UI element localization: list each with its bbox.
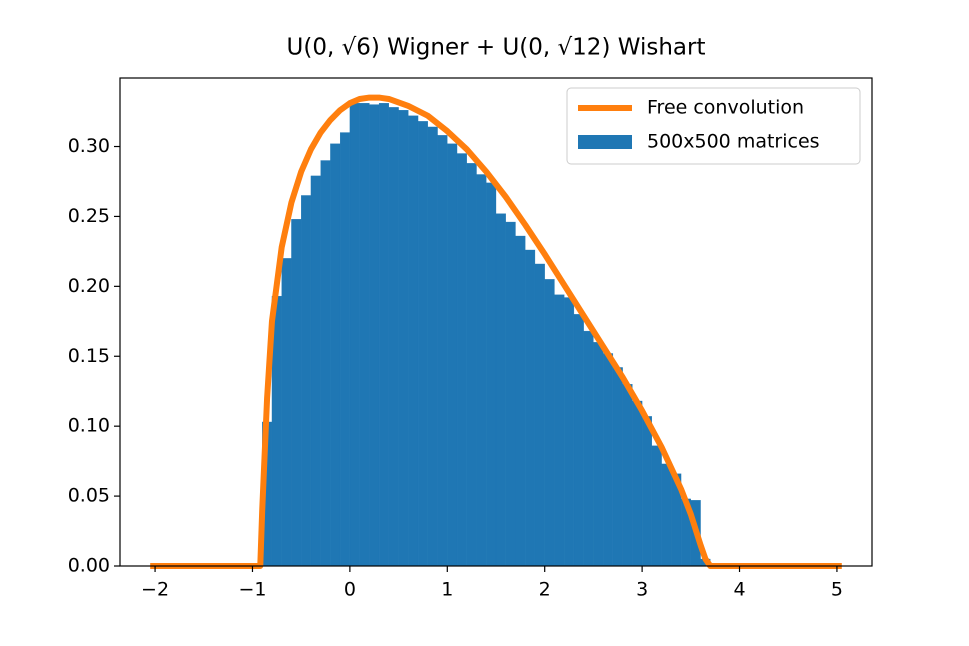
line — [150, 94, 842, 569]
histogram-bar — [632, 400, 643, 567]
histogram-bar — [661, 463, 672, 567]
histogram-bar — [651, 445, 662, 567]
x-tick-label: 3 — [636, 579, 648, 601]
histogram-bar — [641, 416, 653, 567]
histogram-bar — [388, 107, 399, 567]
histogram-bar — [466, 163, 477, 567]
histogram-bar — [583, 330, 594, 567]
histogram-bar — [603, 353, 614, 567]
histogram-bar — [612, 367, 623, 567]
plot-frame — [119, 77, 873, 567]
y-tick-label: 0.15 — [68, 345, 110, 367]
histogram-bar — [564, 297, 575, 567]
y-tick-label: 0.30 — [68, 135, 110, 157]
histogram-bar — [320, 160, 331, 567]
x-tick-label: 4 — [733, 579, 745, 601]
histogram-bar — [505, 221, 516, 567]
legend-patch — [578, 135, 632, 149]
histogram-bar — [515, 235, 526, 567]
histogram-bar — [330, 143, 341, 567]
histogram-bar — [622, 384, 633, 567]
legend-label: Free convolution — [647, 97, 804, 119]
y-tick-label: 0.20 — [68, 275, 110, 297]
legend-label: 500x500 matrices — [647, 131, 820, 153]
x-tick-label: 2 — [539, 579, 551, 601]
x-tick-label: 5 — [831, 579, 843, 601]
y-tick-label: 0.25 — [68, 205, 110, 227]
histogram-bar — [593, 342, 604, 567]
histogram-bar — [486, 182, 497, 567]
histogram-bar — [554, 294, 565, 567]
histogram-bar — [398, 110, 409, 567]
histogram-bar — [456, 153, 467, 567]
y-tick-label: 0.10 — [68, 415, 110, 437]
y-tick-label: 0.05 — [68, 485, 110, 507]
histogram-bar — [359, 103, 370, 567]
histogram-bar — [281, 258, 292, 567]
histogram-bar — [437, 135, 448, 567]
histogram-bar — [544, 279, 555, 567]
legend-box — [566, 87, 861, 165]
x-tick-label: 1 — [441, 579, 453, 601]
chart-title: U(0, √6) Wigner + U(0, √12) Wishart — [287, 35, 706, 61]
histogram-bar — [495, 213, 506, 567]
histogram-bar — [378, 103, 389, 567]
histogram-bar — [291, 219, 302, 567]
x-tick-label: 0 — [344, 579, 356, 601]
histogram-bar — [339, 132, 351, 567]
histogram-bar — [369, 104, 380, 567]
histogram-bar — [525, 249, 536, 567]
histogram-bar — [349, 103, 360, 567]
histogram-bar — [408, 115, 419, 567]
histogram-bar — [310, 175, 321, 567]
histogram-bar — [534, 263, 545, 567]
histogram-bar — [417, 121, 428, 567]
x-tick-label: −1 — [238, 579, 266, 601]
histogram-bar — [573, 314, 584, 567]
y-tick-label: 0.00 — [68, 555, 110, 577]
x-tick-label: −2 — [141, 579, 169, 601]
histogram-bar — [301, 195, 312, 567]
histogram-bar — [447, 143, 458, 567]
histogram-bar — [427, 126, 438, 567]
histogram-bar — [476, 174, 487, 567]
